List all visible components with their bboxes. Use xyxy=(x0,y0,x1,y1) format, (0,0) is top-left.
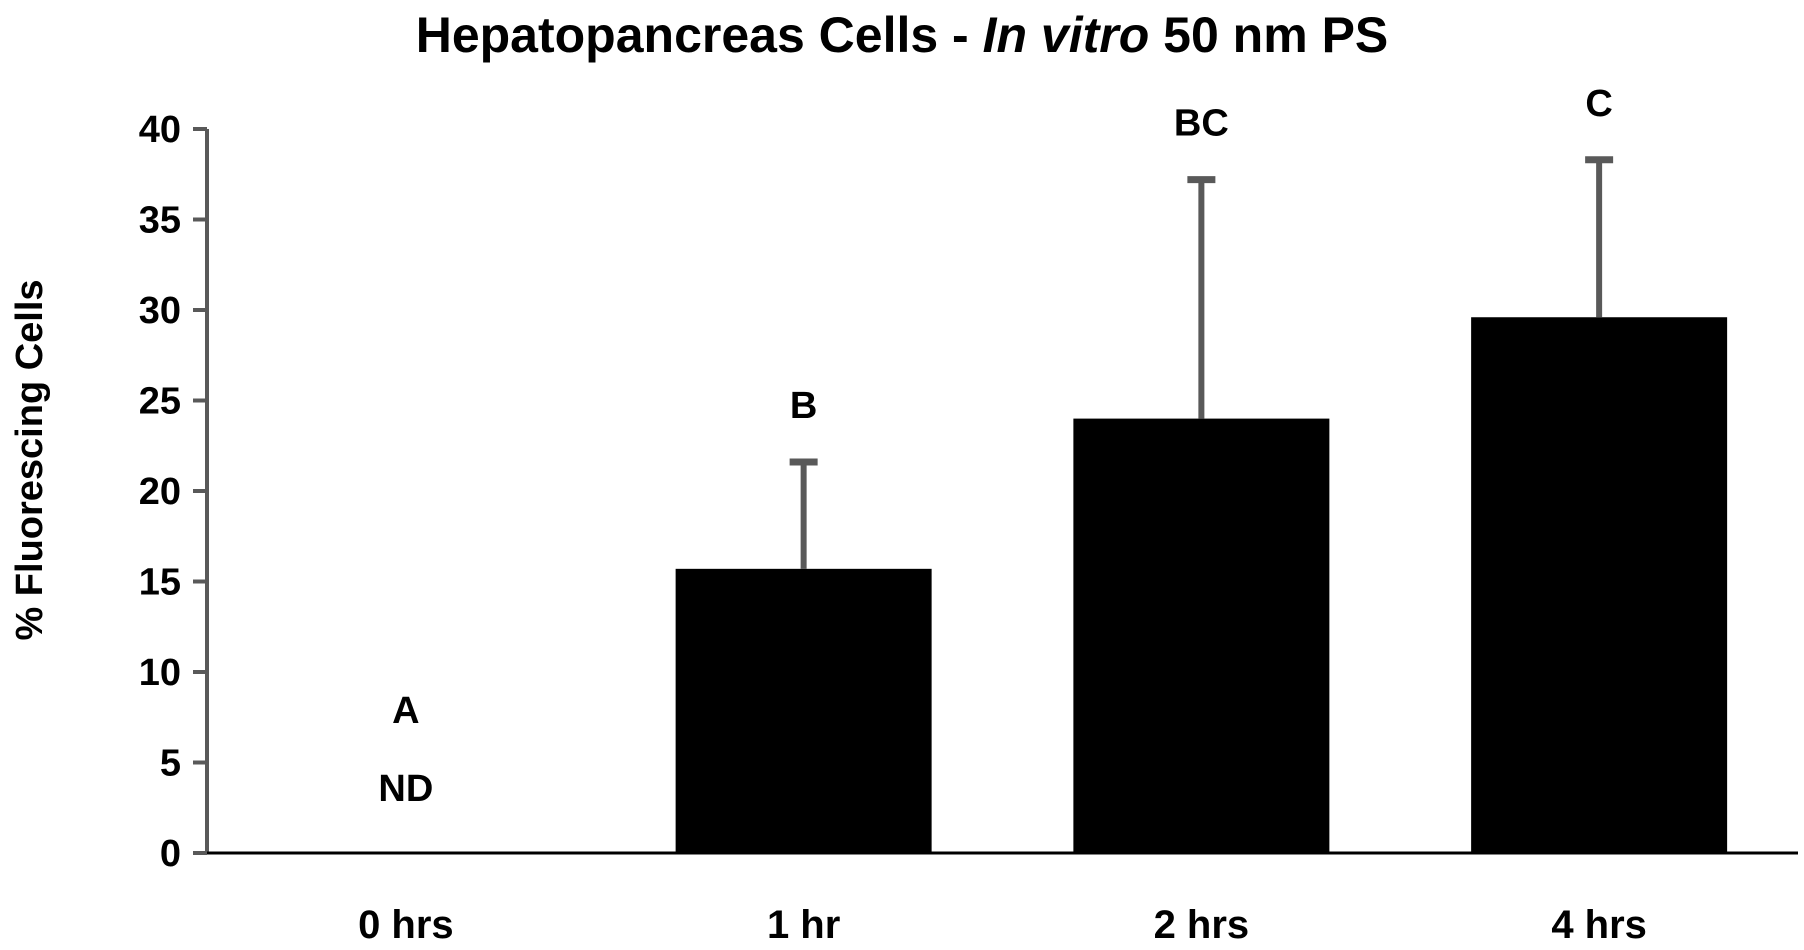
y-tick-label-1: 5 xyxy=(160,743,181,785)
chart-title: Hepatopancreas Cells - In vitro 50 nm PS xyxy=(416,7,1389,63)
significance-letter-1: B xyxy=(790,385,817,427)
bar-1 xyxy=(675,568,932,853)
y-tick-label-6: 30 xyxy=(139,290,181,332)
x-tick-label-1: 1 hr xyxy=(767,903,840,947)
x-tick-label-3: 4 hrs xyxy=(1551,903,1647,947)
y-tick-label-5: 25 xyxy=(139,381,181,423)
bar-annotation-0: ND xyxy=(378,768,433,810)
y-tick-label-2: 10 xyxy=(139,652,181,694)
significance-letter-2: BC xyxy=(1174,103,1229,145)
chart-title-prefix: Hepatopancreas Cells - xyxy=(416,7,983,63)
bar-3 xyxy=(1471,317,1728,853)
y-tick-label-8: 40 xyxy=(139,109,181,151)
x-tick-label-0: 0 hrs xyxy=(358,903,454,947)
y-tick-label-0: 0 xyxy=(160,833,181,875)
x-tick-label-2: 2 hrs xyxy=(1154,903,1250,947)
y-tick-label-7: 35 xyxy=(139,200,181,242)
y-tick-label-3: 15 xyxy=(139,562,181,604)
plot-area: ND A 0 hrs B 1 hr BC 2 hrs C 4 hrs 0 5 10 15 20 25 30 35… xyxy=(139,83,1798,947)
significance-letter-3: C xyxy=(1585,83,1612,125)
significance-letter-0: A xyxy=(392,690,419,732)
bar-2 xyxy=(1073,418,1330,853)
chart-title-suffix: 50 nm PS xyxy=(1149,7,1388,63)
y-axis-label: % Fluorescing Cells xyxy=(9,279,51,640)
y-tick-label-4: 20 xyxy=(139,471,181,513)
chart-title-italic: In vitro xyxy=(983,7,1150,63)
